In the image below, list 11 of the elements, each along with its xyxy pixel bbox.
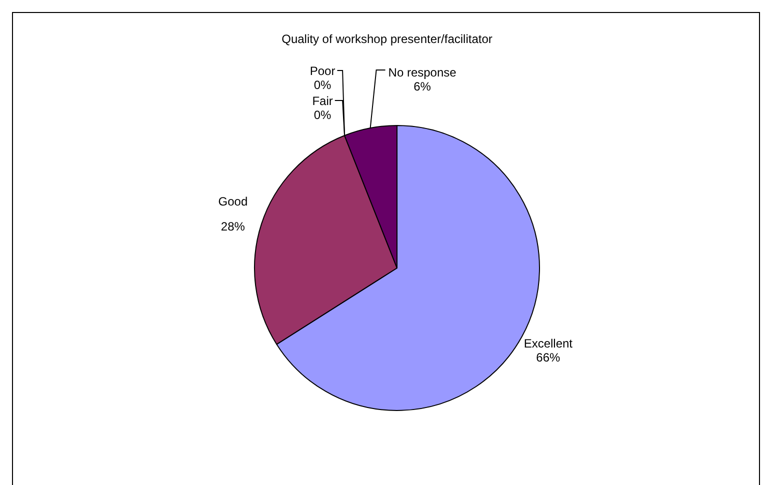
category-label: Poor [310, 64, 336, 78]
data-label: 28% [220, 220, 246, 234]
text: 0% [314, 108, 332, 122]
slice-label: Excellent [524, 336, 574, 350]
text: 0% [314, 78, 332, 92]
category-label: Fair [312, 94, 333, 108]
data-label: 66% [536, 350, 560, 364]
slice-label: No response [388, 65, 457, 80]
data-label: 6% [414, 79, 432, 94]
chart-title: Quality of workshop presenter/facilitator [280, 32, 494, 46]
slice-label: Good [218, 194, 248, 209]
